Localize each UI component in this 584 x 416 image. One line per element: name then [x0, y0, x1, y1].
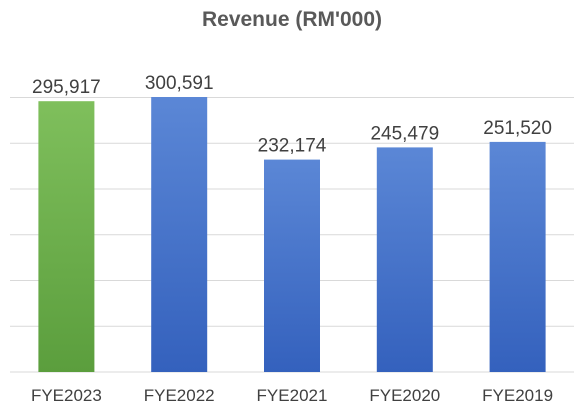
x-tick-label-fye2020: FYE2020	[369, 386, 440, 405]
bar-fye2023	[38, 101, 95, 372]
data-label-fye2023: 295,917	[32, 77, 101, 98]
x-tick-label-fye2022: FYE2022	[144, 386, 215, 405]
x-axis-tick-labels: FYE2023 FYE2022 FYE2021 FYE2020 FYE2019	[31, 386, 553, 405]
x-tick-label-fye2023: FYE2023	[31, 386, 102, 405]
bar-fye2021	[264, 159, 320, 372]
chart-title: Revenue (RM'000)	[201, 8, 383, 31]
data-label-fye2020: 245,479	[370, 123, 439, 144]
bar-fye2020	[376, 147, 433, 372]
data-label-fye2022: 300,591	[145, 73, 214, 94]
x-tick-label-fye2021: FYE2021	[257, 386, 328, 405]
data-label-fye2019: 251,520	[483, 118, 552, 139]
bars	[38, 97, 546, 372]
bar-fye2019	[489, 141, 546, 372]
data-labels: 295,917 300,591 232,174 245,479 251,520	[32, 73, 552, 157]
data-label-fye2021: 232,174	[258, 136, 327, 157]
bar-fye2022	[151, 97, 208, 372]
x-tick-label-fye2019: FYE2019	[482, 386, 553, 405]
